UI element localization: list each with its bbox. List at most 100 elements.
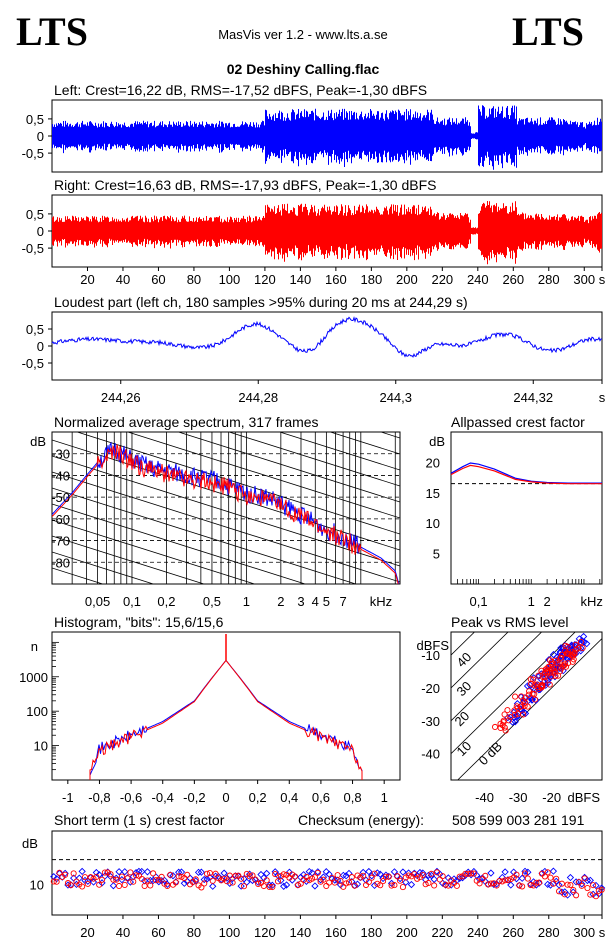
peak-rms-point [571,650,578,657]
short-crest-point [561,891,568,898]
short-crest-point [445,882,452,889]
short-crest-point [237,882,245,890]
spectrum-slope [52,503,307,584]
peak-rms-point [504,707,511,714]
short-crest-point [521,870,529,877]
spectrum-slope [177,432,400,503]
waveform-xtick-label: 180 [361,272,383,287]
short-crest-point [382,873,389,880]
peak-rms-point [549,650,558,659]
short-crest-point [115,868,123,876]
app-title: MasVis ver 1.2 - www.lts.a.se [218,27,388,42]
short-crest-point [468,870,475,877]
allpassed-ytick-label: 20 [426,455,440,470]
peak-rms-ytick-label: -40 [421,747,440,762]
peak-rms-point [520,711,527,718]
short-crest-point [70,870,77,877]
peak-rms-point [575,635,583,643]
short-crest-point [180,879,188,887]
short-crest-point [380,878,387,885]
peak-rms-point [555,672,562,679]
allpassed-ylabel: dB [429,434,445,449]
short-crest-point [566,873,575,882]
short-crest-xtick-label: 120 [254,925,276,940]
short-crest-point [487,869,495,877]
short-crest-point [110,876,117,883]
short-crest-point [587,891,594,898]
short-crest-point [458,874,467,882]
short-crest-point [592,881,600,890]
short-crest-point [544,869,551,876]
allpassed-ytick-label: 15 [426,486,440,501]
short-crest-point [502,877,509,884]
peak-rms-diagonal-label: 20 [452,708,473,729]
short-crest-point [351,882,358,889]
peak-rms-point [501,711,508,718]
short-crest-point [512,875,521,883]
peak-rms-point [531,696,539,703]
peak-rms-point [508,718,517,726]
short-crest-point [493,882,500,889]
allpassed-xtick-label: 2 [544,594,551,609]
waveform-right-ytick-label: 0 [37,224,44,239]
spectrum-xtick-label: 4 [312,594,319,609]
loudest-xtick-label: 244,26 [101,390,141,405]
short-crest-point [342,872,350,880]
short-crest-xtick-label: 180 [361,925,383,940]
histogram-xtick-label: 0,8 [344,790,362,805]
short-crest-point [109,882,118,890]
histogram-title: Histogram, "bits": 15,6/15,6 [54,614,224,630]
allpassed-xtick-label: 1 [528,594,535,609]
loudest-part-title: Loudest part (left ch, 180 samples >95% … [54,294,468,310]
short-crest-point [377,882,384,889]
histogram-ytick-label: 1000 [19,670,48,685]
short-crest-point [280,882,288,890]
short-crest-point [246,873,253,880]
loudest-xtick-label: 244,32 [513,390,553,405]
short-crest-point [116,882,123,890]
peak-rms-diagonal [451,632,576,755]
peak-rms-point [541,669,549,677]
short-crest-point [337,877,344,885]
histogram-ylabel: n [31,639,38,654]
histogram-series [89,659,363,780]
short-crest-point [411,871,418,878]
short-crest-point [399,868,407,876]
peak-rms-point [527,676,534,683]
peak-rms-point [550,667,558,674]
histogram-xtick-label: 0,2 [249,790,267,805]
short-crest-point [198,884,205,891]
waveform-left-signal [52,105,602,170]
spectrum-slope [52,551,155,584]
short-crest-point [359,868,367,877]
short-crest-point [470,870,477,877]
short-crest-point [164,882,171,890]
peak-rms-point [580,638,588,646]
histogram-xtick-label: -0,4 [152,790,174,805]
peak-rms-point [579,644,586,652]
spectrum-xtick-label: 0,05 [85,594,110,609]
peak-rms-diagonal-label: 10 [454,738,475,759]
short-crest-point [547,874,554,881]
short-crest-point [240,883,248,890]
waveform-xtick-label: 220 [431,272,453,287]
short-crest-frame [51,830,603,916]
allpassed-ytick-label: 5 [433,547,440,562]
peak-rms-point [529,690,536,697]
waveform-xtick-label: 40 [116,272,130,287]
peak-rms-plot [451,632,602,780]
short-crest-point [143,868,152,876]
short-crest-point [98,876,106,883]
short-crest-point [223,878,230,885]
loudest-part-signal [51,316,603,358]
histogram-xtick-label: 0,4 [280,790,298,805]
waveform-right-title: Right: Crest=16,63 dB, RMS=-17,93 dBFS, … [54,177,437,193]
short-crest-point [476,880,483,887]
spectrum-series [52,444,399,584]
short-crest-point [50,878,57,885]
short-crest-point [533,879,540,886]
short-crest-point [584,885,591,892]
waveform-xtick-label: 120 [254,272,276,287]
spectrum-slope [75,432,400,535]
short-crest-point [456,873,463,880]
